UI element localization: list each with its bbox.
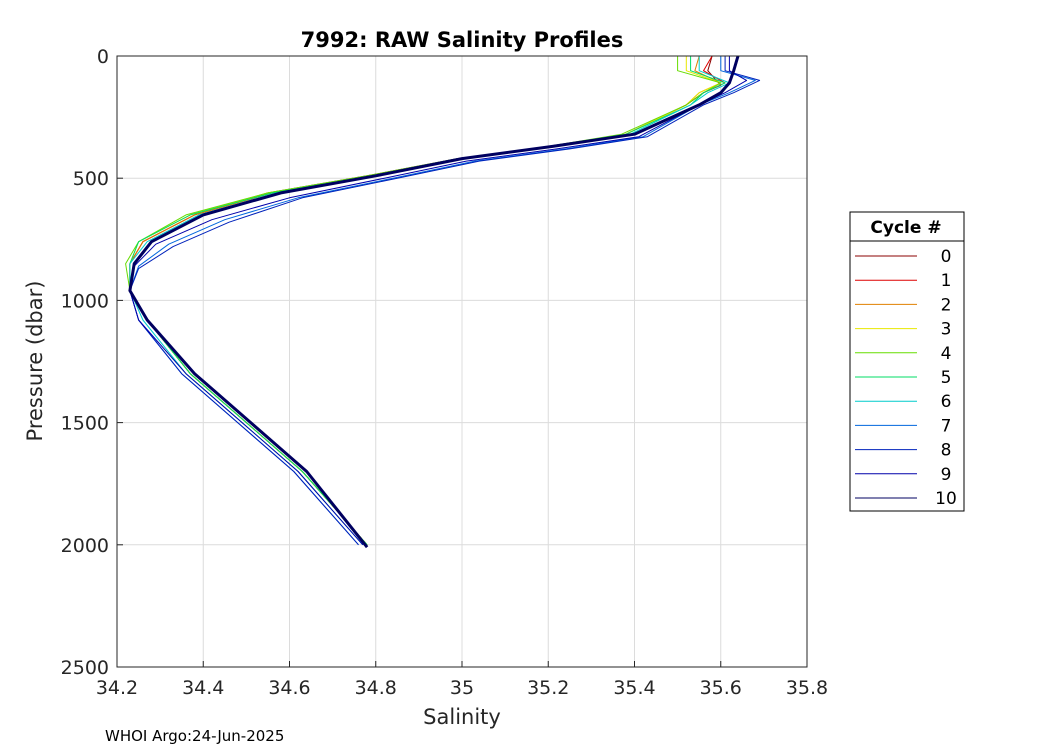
legend: Cycle # 0 1 2 3 4 5 6 7 8 9 10 [849, 211, 965, 512]
y-tick-label: 1000 [61, 290, 109, 312]
legend-label-cycle-1: 1 [941, 271, 952, 291]
series-line-cycle-5 [129, 56, 726, 546]
legend-title: Cycle # [870, 218, 941, 238]
legend-box [849, 211, 965, 512]
legend-label-cycle-3: 3 [941, 320, 952, 340]
legend-label-cycle-9: 9 [941, 465, 952, 485]
x-tick-label: 35.8 [786, 677, 828, 699]
series-layer [125, 55, 761, 549]
y-tick-label: 2000 [61, 535, 109, 557]
x-tick-label: 34.2 [96, 677, 138, 699]
y-tick-label: 2500 [61, 657, 109, 679]
x-tick-label: 34.6 [268, 677, 310, 699]
footer-credit: WHOI Argo:24-Jun-2025 [105, 727, 284, 745]
chart-title: 7992: RAW Salinity Profiles [301, 28, 624, 52]
x-axis-label: Salinity [423, 705, 501, 729]
series-line-cycle-9 [129, 56, 748, 546]
legend-label-cycle-0: 0 [941, 247, 952, 267]
y-axis-label: Pressure (dbar) [23, 281, 47, 442]
y-tick-labels: 0 500 1000 1500 2000 2500 [61, 46, 123, 679]
x-tick-label: 34.8 [355, 677, 397, 699]
x-tick-label: 35.2 [527, 677, 569, 699]
legend-label-cycle-4: 4 [941, 344, 952, 364]
legend-label-cycle-2: 2 [941, 295, 952, 315]
y-tick-label: 1500 [61, 413, 109, 435]
legend-label-cycle-5: 5 [941, 368, 952, 388]
series-line-cycle-10 [128, 55, 740, 549]
x-tick-label: 34.4 [182, 677, 224, 699]
legend-label-cycle-10: 10 [935, 489, 957, 509]
y-tick-label: 0 [97, 46, 109, 68]
legend-label-cycle-7: 7 [941, 416, 952, 436]
x-tick-label: 35.6 [700, 677, 742, 699]
y-tick-label: 500 [73, 168, 109, 190]
x-tick-labels: 34.2 34.4 34.6 34.8 35 35.2 35.4 35.6 35.8 [96, 661, 828, 699]
legend-label-cycle-6: 6 [941, 392, 952, 412]
x-tick-label: 35 [450, 677, 474, 699]
legend-items: 0 1 2 3 4 5 6 7 8 9 10 [855, 247, 957, 509]
legend-label-cycle-8: 8 [941, 441, 952, 461]
series-line-cycle-8 [129, 56, 761, 546]
x-tick-label: 35.4 [613, 677, 655, 699]
